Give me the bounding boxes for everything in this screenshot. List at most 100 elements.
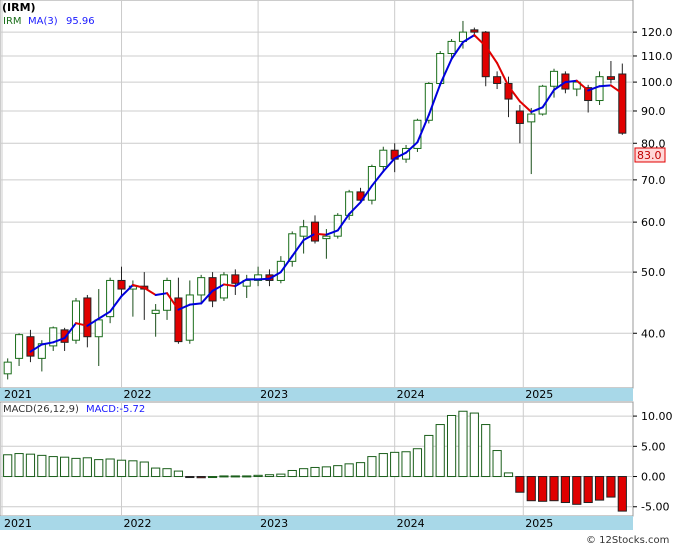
candle: [231, 269, 240, 295]
footer-credit: © 12Stocks.com: [586, 535, 669, 546]
candle: [174, 277, 183, 344]
candle-body: [94, 319, 103, 338]
candle: [527, 107, 536, 175]
ma-segment: [302, 232, 316, 242]
macd-bar: [503, 472, 514, 478]
ma-segment: [29, 343, 43, 353]
candle-body: [299, 226, 308, 237]
candle: [3, 358, 12, 380]
ma-segment: [336, 213, 351, 232]
ma-segment: [416, 113, 430, 144]
candle: [185, 280, 194, 344]
ma-segment: [234, 278, 248, 288]
candle-body: [322, 235, 331, 240]
macd-bar: [219, 475, 229, 478]
candle: [94, 289, 103, 366]
candle: [60, 327, 69, 351]
candle: [163, 277, 172, 320]
chart-title: (IRM): [2, 1, 36, 14]
macd-bar: [378, 453, 388, 478]
last-price-value: 83.0: [637, 149, 662, 162]
candle-body: [231, 274, 240, 284]
candle: [618, 63, 627, 135]
ma-segment: [541, 88, 556, 109]
candle-body: [572, 81, 581, 90]
candle-body: [288, 233, 297, 262]
candle: [15, 333, 24, 366]
macd-bar: [82, 457, 92, 478]
ma-segment: [427, 83, 442, 116]
macd-bar: [412, 448, 423, 478]
ma-segment: [370, 170, 385, 187]
price-y-tick-label: 40.0: [641, 327, 666, 340]
candle: [288, 231, 297, 267]
candle-body: [367, 165, 376, 201]
candle: [254, 266, 263, 287]
candle: [447, 39, 456, 59]
gridlines: [1, 1, 637, 515]
ma-segment: [553, 81, 567, 91]
candle-body: [515, 110, 524, 124]
price-x-tick-label: 2022: [124, 388, 152, 401]
ma-segment: [598, 84, 612, 88]
ma-segment: [359, 184, 373, 204]
ma-segment: [86, 317, 100, 327]
candle-body: [379, 149, 388, 167]
macd-bar: [162, 468, 172, 478]
candle-body: [117, 279, 126, 290]
price-y-tick-label: 100.0: [641, 76, 673, 89]
candle-body: [447, 40, 456, 54]
macd-bar: [60, 456, 70, 478]
y-axis-labels: 40.0 50.0 60.0 70.0 80.0 90.0 100.0 110.0 120.0 1…: [641, 26, 673, 514]
price-x-tick-label: 2021: [4, 388, 32, 401]
ma-segment: [154, 292, 169, 296]
ma-segment: [325, 229, 339, 236]
ma-segment: [291, 239, 305, 258]
macd-bar: [287, 469, 297, 478]
macd-bar: [71, 457, 81, 478]
macd-bar: [583, 476, 593, 504]
ma-segment: [52, 337, 66, 344]
macd-histogram: [3, 410, 627, 512]
candle-body: [618, 73, 627, 134]
candle-body: [470, 29, 479, 33]
price-panel-frame: [0, 0, 634, 389]
price-x-tick-label: 2023: [260, 388, 288, 401]
candle-body: [493, 76, 502, 84]
macd-bar: [446, 414, 457, 478]
macd-bar: [481, 424, 491, 478]
ma-segment: [473, 34, 487, 48]
ma-segment: [393, 151, 408, 160]
candle: [481, 30, 490, 87]
macd-bar: [333, 465, 343, 478]
candle: [197, 274, 206, 305]
ma-segment: [188, 302, 203, 306]
macd-bar: [299, 468, 309, 478]
x-axis-labels: 2021 2021 2022 2022 2023 2023 2024 2024 2025 2025: [4, 388, 553, 530]
candle: [538, 84, 547, 116]
ma-segment: [518, 100, 533, 113]
legend-ma-value: 95.96: [66, 16, 95, 27]
candle: [310, 215, 320, 244]
macd-bar: [538, 476, 548, 502]
macd-bar: [492, 450, 502, 478]
macd-bar: [424, 434, 434, 478]
macd-date-axis-band: [0, 516, 633, 530]
macd-bar: [617, 476, 627, 512]
macd-bar: [196, 476, 206, 479]
candle-body: [106, 279, 115, 318]
ma-segment: [530, 106, 544, 113]
macd-x-tick-label: 2021: [4, 517, 32, 530]
candle: [26, 329, 35, 363]
ma-segment: [211, 283, 225, 292]
ma-segment: [268, 271, 282, 280]
candle: [83, 294, 92, 348]
macd-bar: [606, 476, 616, 498]
macd-bar: [116, 459, 127, 478]
candle: [572, 80, 581, 97]
candle: [117, 266, 126, 295]
candle-body: [254, 274, 263, 281]
ma-segment: [131, 284, 146, 289]
macd-bar: [264, 474, 275, 478]
